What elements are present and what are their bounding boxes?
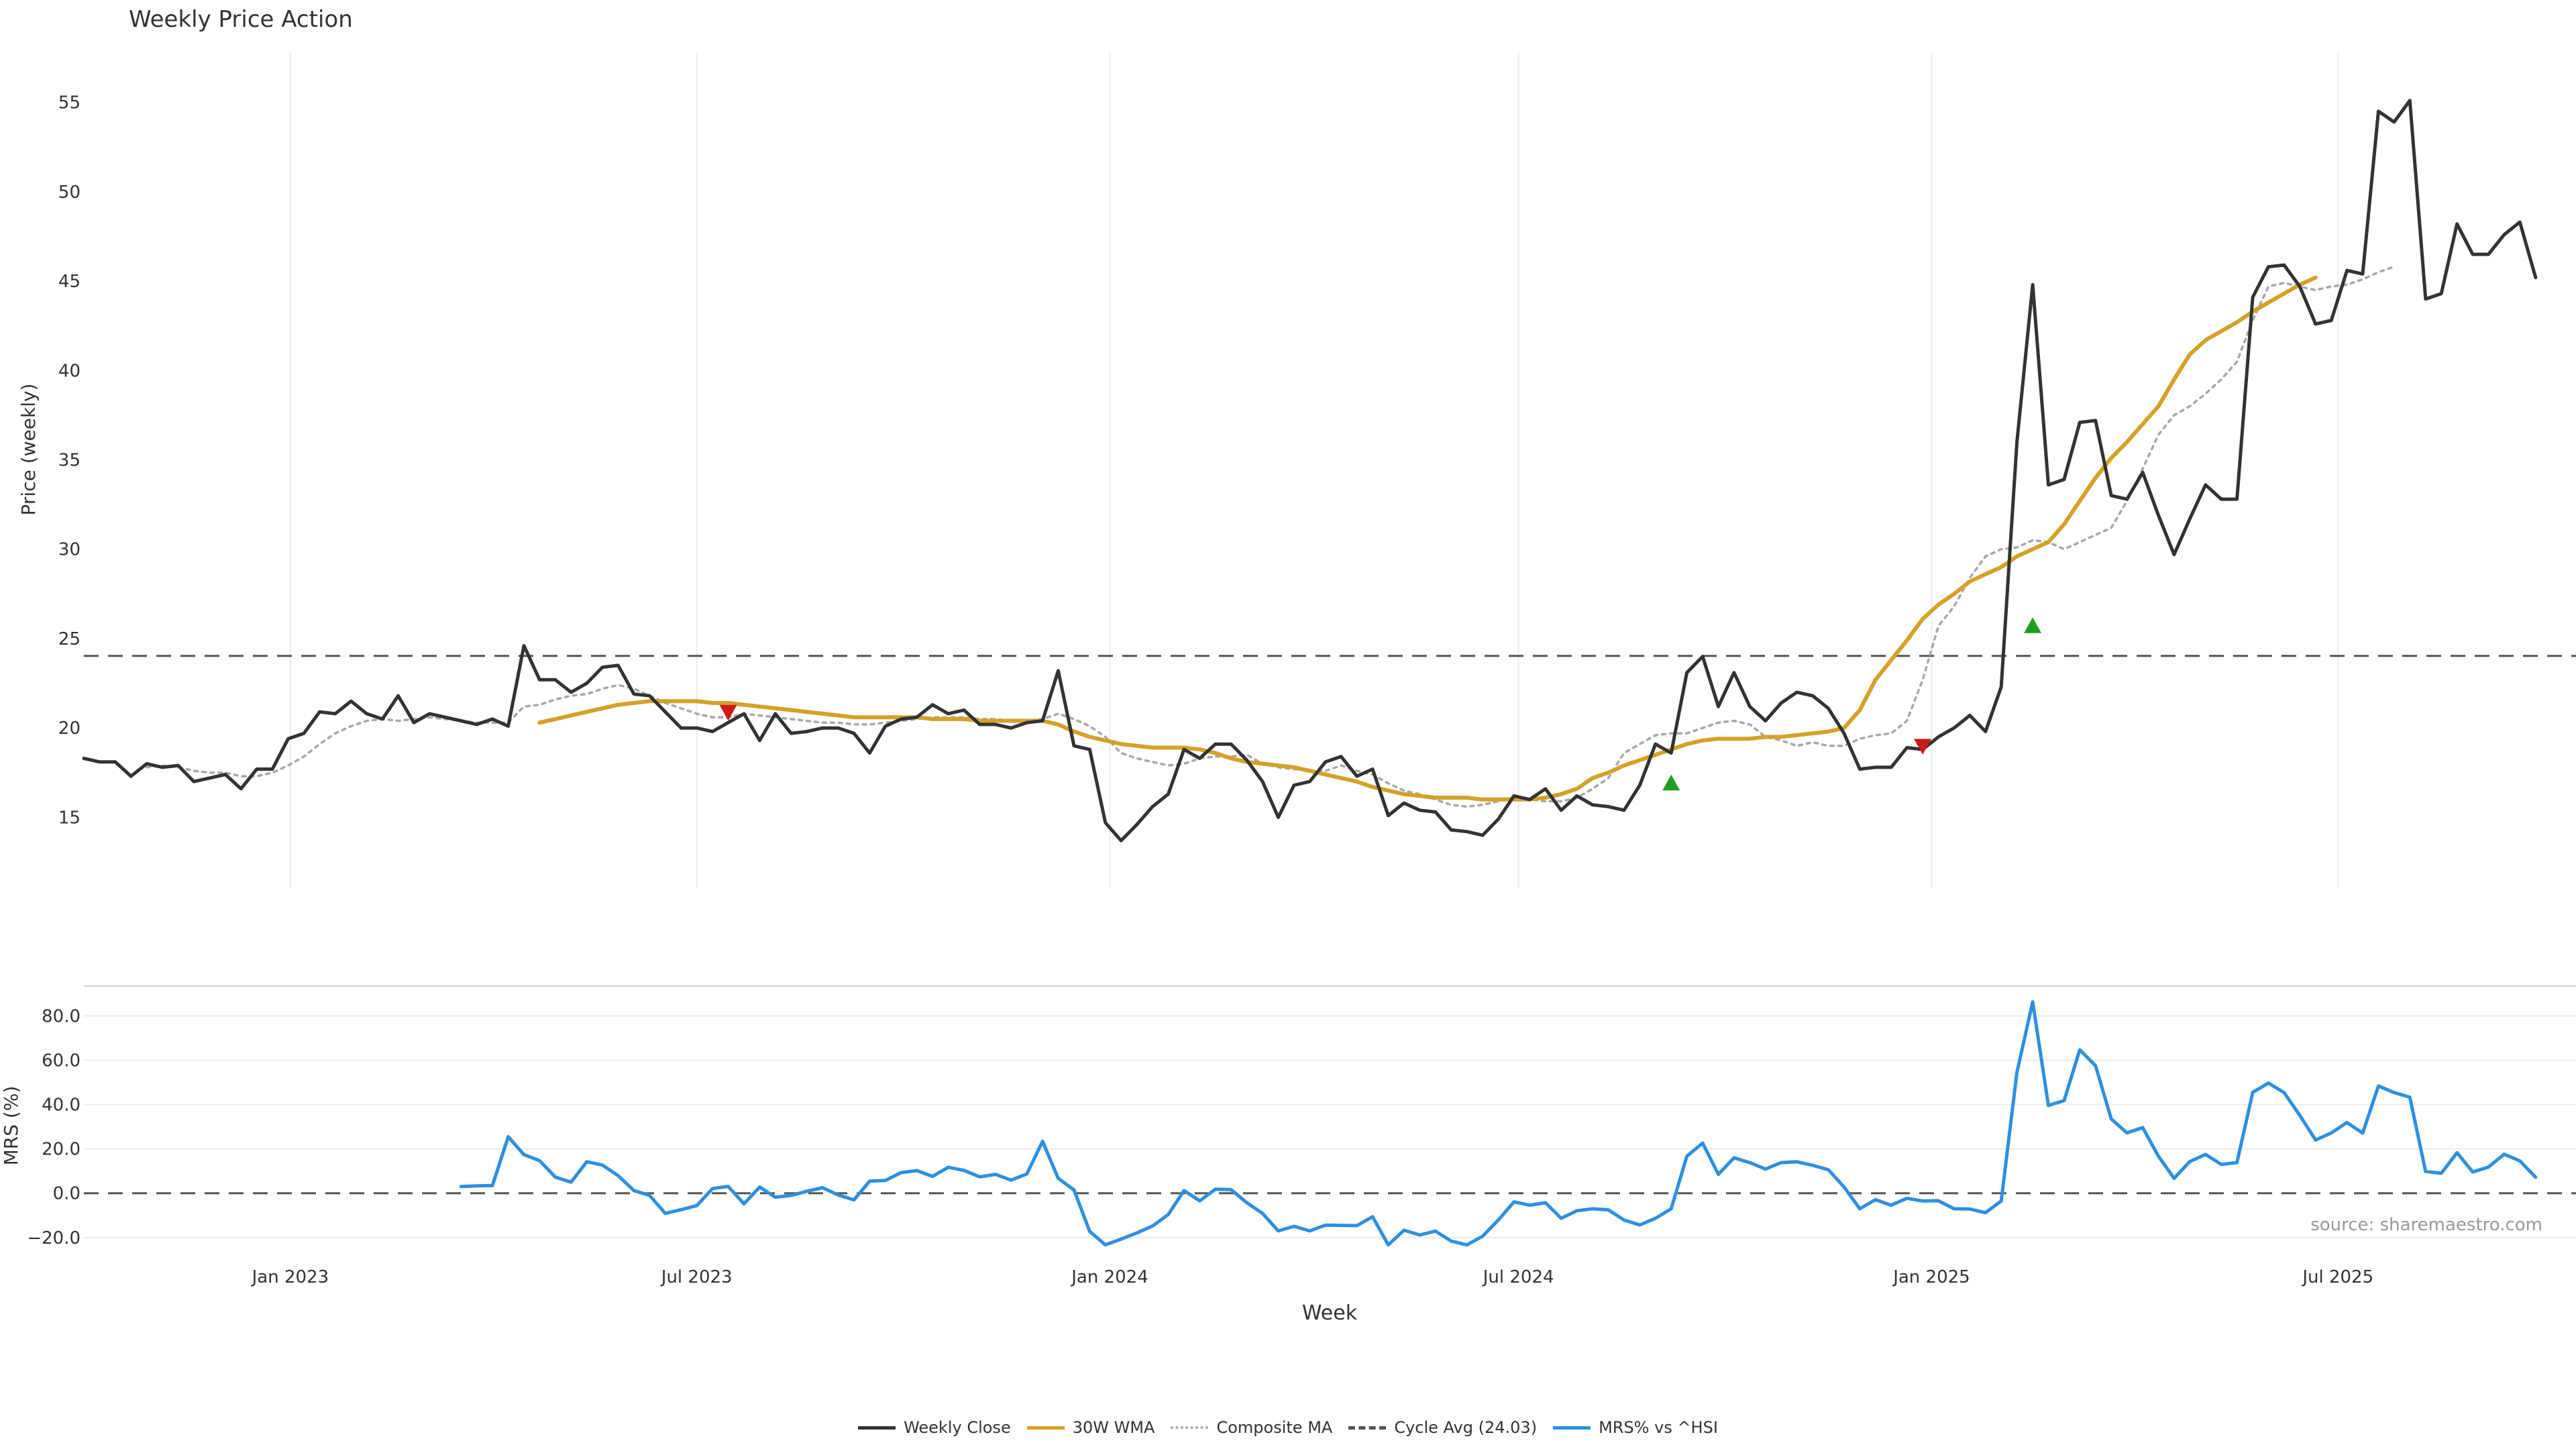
legend-swatch-composite (1171, 1426, 1209, 1429)
mrs-line (459, 1000, 2538, 1247)
price-y-tick-label: 55 (58, 93, 80, 113)
price-series (82, 99, 2576, 843)
price-y-axis: 15 20 25 30 35 40 45 50 55 (58, 93, 80, 828)
signal-markers (719, 617, 2042, 791)
legend-label-wma: 30W WMA (1072, 1418, 1155, 1437)
x-axis-label: Week (1302, 1301, 1358, 1325)
price-grid (289, 52, 2339, 889)
legend-label-close: Weekly Close (904, 1418, 1011, 1437)
price-y-tick-label: 15 (58, 808, 80, 828)
legend-swatch-cycle (1348, 1426, 1387, 1430)
x-tick-label: Jul 2024 (1482, 1267, 1554, 1287)
mrs-series (459, 1000, 2538, 1247)
legend-swatch-mrs (1553, 1426, 1591, 1430)
price-y-tick-label: 30 (58, 540, 80, 560)
x-tick-label: Jan 2024 (1070, 1267, 1148, 1287)
legend-label-composite: Composite MA (1216, 1418, 1333, 1437)
x-tick-label: Jan 2025 (1892, 1267, 1970, 1287)
signal-up-marker (1662, 774, 1680, 791)
legend-label-mrs: MRS% vs ^HSI (1599, 1418, 1718, 1437)
chart-title: Weekly Price Action (129, 6, 353, 33)
signal-down-marker (719, 704, 737, 721)
x-tick-label: Jan 2023 (251, 1267, 329, 1287)
legend-item-composite: Composite MA (1171, 1418, 1332, 1437)
legend-item-close: Weekly Close (858, 1418, 1011, 1437)
price-y-tick-label: 40 (58, 361, 80, 381)
signal-up-marker (2024, 617, 2042, 633)
price-y-tick-label: 45 (58, 272, 80, 292)
mrs-y-axis-label: MRS (%) (0, 1086, 22, 1166)
mrs-y-axis: −20.0 0.0 20.0 40.0 60.0 80.0 (27, 1006, 80, 1248)
x-tick-label: Jul 2025 (2301, 1267, 2373, 1287)
mrs-grid (84, 1015, 2576, 1238)
source-label: source: sharemaestro.com (2310, 1215, 2542, 1235)
wma-line (537, 275, 2318, 802)
price-y-tick-label: 50 (58, 182, 80, 203)
legend-label-cycle: Cycle Avg (24.03) (1394, 1418, 1538, 1437)
mrs-y-tick-label: 40.0 (42, 1095, 80, 1116)
price-y-tick-label: 25 (58, 629, 80, 649)
weekly-close-line (82, 99, 2538, 843)
price-y-tick-label: 20 (58, 718, 80, 739)
price-y-axis-label: Price (weekly) (17, 384, 40, 516)
mrs-y-tick-label: 0.0 (53, 1184, 80, 1204)
signal-down-marker (1914, 739, 1932, 755)
legend-item-wma: 30W WMA (1026, 1418, 1155, 1437)
x-axis: Jan 2023 Jul 2023 Jan 2024 Jul 2024 Jan 2025… (251, 1267, 2373, 1287)
mrs-y-tick-label: 60.0 (42, 1051, 80, 1071)
composite-ma-line (145, 265, 2396, 808)
mrs-y-tick-label: 80.0 (42, 1006, 80, 1026)
mrs-y-tick-label: −20.0 (27, 1228, 80, 1248)
legend-swatch-wma (1026, 1426, 1065, 1430)
x-tick-label: Jul 2023 (660, 1267, 733, 1287)
legend-item-mrs: MRS% vs ^HSI (1553, 1418, 1718, 1437)
legend: Weekly Close 30W WMA Composite MA Cycle … (0, 1418, 2576, 1437)
mrs-y-tick-label: 20.0 (42, 1140, 80, 1160)
legend-item-cycle: Cycle Avg (24.03) (1348, 1418, 1537, 1437)
legend-swatch-close (858, 1426, 896, 1430)
price-y-tick-label: 35 (58, 451, 80, 471)
